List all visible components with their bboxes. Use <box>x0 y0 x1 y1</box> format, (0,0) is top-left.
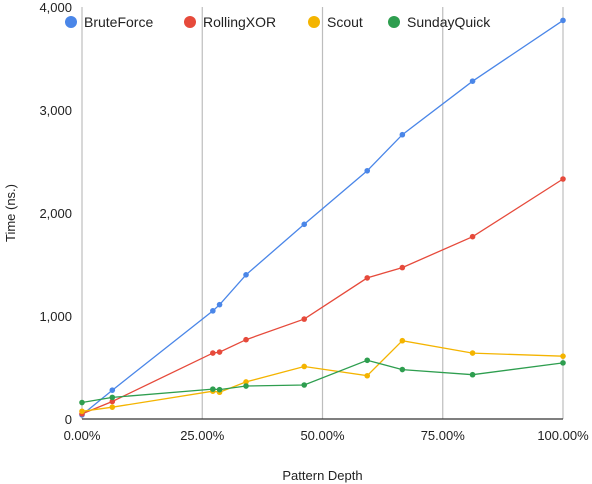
data-point-bruteforce <box>243 272 249 278</box>
data-point-sundayquick <box>243 383 249 389</box>
legend-item-sundayquick[interactable]: SundayQuick <box>388 14 491 30</box>
data-point-bruteforce <box>216 301 223 308</box>
data-point-rollingxor <box>560 176 566 182</box>
grid-lines <box>81 7 564 420</box>
data-point-scout <box>301 363 308 370</box>
data-point-scout <box>560 353 566 359</box>
y-tick-label: 4,000 <box>39 0 72 15</box>
data-point-bruteforce <box>399 131 406 138</box>
data-point-scout <box>109 404 116 410</box>
x-tick-label: 0.00% <box>64 428 101 443</box>
data-point-bruteforce <box>301 221 308 228</box>
data-point-sundayquick <box>109 394 116 401</box>
data-point-rollingxor <box>301 316 308 322</box>
x-tick-label: 25.00% <box>180 428 225 443</box>
data-point-sundayquick <box>210 386 216 392</box>
x-tick-label: 100.00% <box>537 428 589 443</box>
data-point-scout <box>469 350 476 356</box>
legend-item-scout[interactable]: Scout <box>308 14 363 30</box>
series-line-bruteforce <box>81 19 564 416</box>
y-tick-label: 0 <box>65 412 72 427</box>
y-axis-title: Time (ns.) <box>3 184 18 242</box>
data-point-rollingxor <box>243 336 249 343</box>
data-point-scout <box>79 408 85 415</box>
series-sundayquick <box>79 357 566 406</box>
legend-swatch <box>308 16 320 28</box>
y-tick-label: 2,000 <box>39 206 72 221</box>
data-point-rollingxor <box>364 275 371 281</box>
data-point-bruteforce <box>109 387 116 393</box>
legend-swatch <box>65 16 77 28</box>
data-point-bruteforce <box>210 308 216 314</box>
legend-label: BruteForce <box>84 14 153 30</box>
data-point-rollingxor <box>210 350 216 356</box>
data-point-scout <box>243 379 249 385</box>
y-tick-label: 1,000 <box>39 309 72 324</box>
legend-swatch <box>388 16 400 28</box>
data-point-sundayquick <box>301 382 308 388</box>
y-tick-label: 3,000 <box>39 103 72 118</box>
series-line-rollingxor <box>81 178 564 415</box>
x-axis-title: Pattern Depth <box>282 468 362 483</box>
data-point-rollingxor <box>469 233 476 240</box>
legend-swatch <box>184 16 196 28</box>
x-tick-label: 75.00% <box>421 428 466 443</box>
legend: BruteForce RollingXOR Scout SundayQuick <box>65 14 491 30</box>
legend-label: Scout <box>327 14 363 30</box>
data-point-sundayquick <box>399 366 406 373</box>
data-point-sundayquick <box>560 360 566 366</box>
data-point-sundayquick <box>216 386 223 393</box>
data-point-sundayquick <box>469 371 476 378</box>
legend-item-rollingxor[interactable]: RollingXOR <box>184 14 276 30</box>
data-point-scout <box>399 337 406 344</box>
series-group <box>79 17 566 418</box>
data-point-bruteforce <box>469 78 476 84</box>
data-point-bruteforce <box>364 167 371 174</box>
series-rollingxor <box>79 176 566 417</box>
series-line-scout <box>81 340 564 412</box>
data-point-sundayquick <box>79 399 85 406</box>
legend-item-bruteforce[interactable]: BruteForce <box>65 14 153 30</box>
x-tick-label: 50.00% <box>300 428 345 443</box>
series-line-sundayquick <box>81 359 564 404</box>
data-point-rollingxor <box>399 264 406 271</box>
y-axis-ticks: 0 1,000 2,000 3,000 4,000 <box>39 0 72 427</box>
x-axis-ticks: 0.00% 25.00% 50.00% 75.00% 100.00% <box>64 428 590 443</box>
data-point-sundayquick <box>364 357 371 364</box>
series-bruteforce <box>79 17 566 418</box>
legend-label: RollingXOR <box>203 14 276 30</box>
legend-label: SundayQuick <box>407 14 491 30</box>
data-point-rollingxor <box>216 349 223 355</box>
data-point-rollingxor <box>109 398 116 405</box>
data-point-bruteforce <box>560 17 566 24</box>
data-point-scout <box>364 372 371 379</box>
